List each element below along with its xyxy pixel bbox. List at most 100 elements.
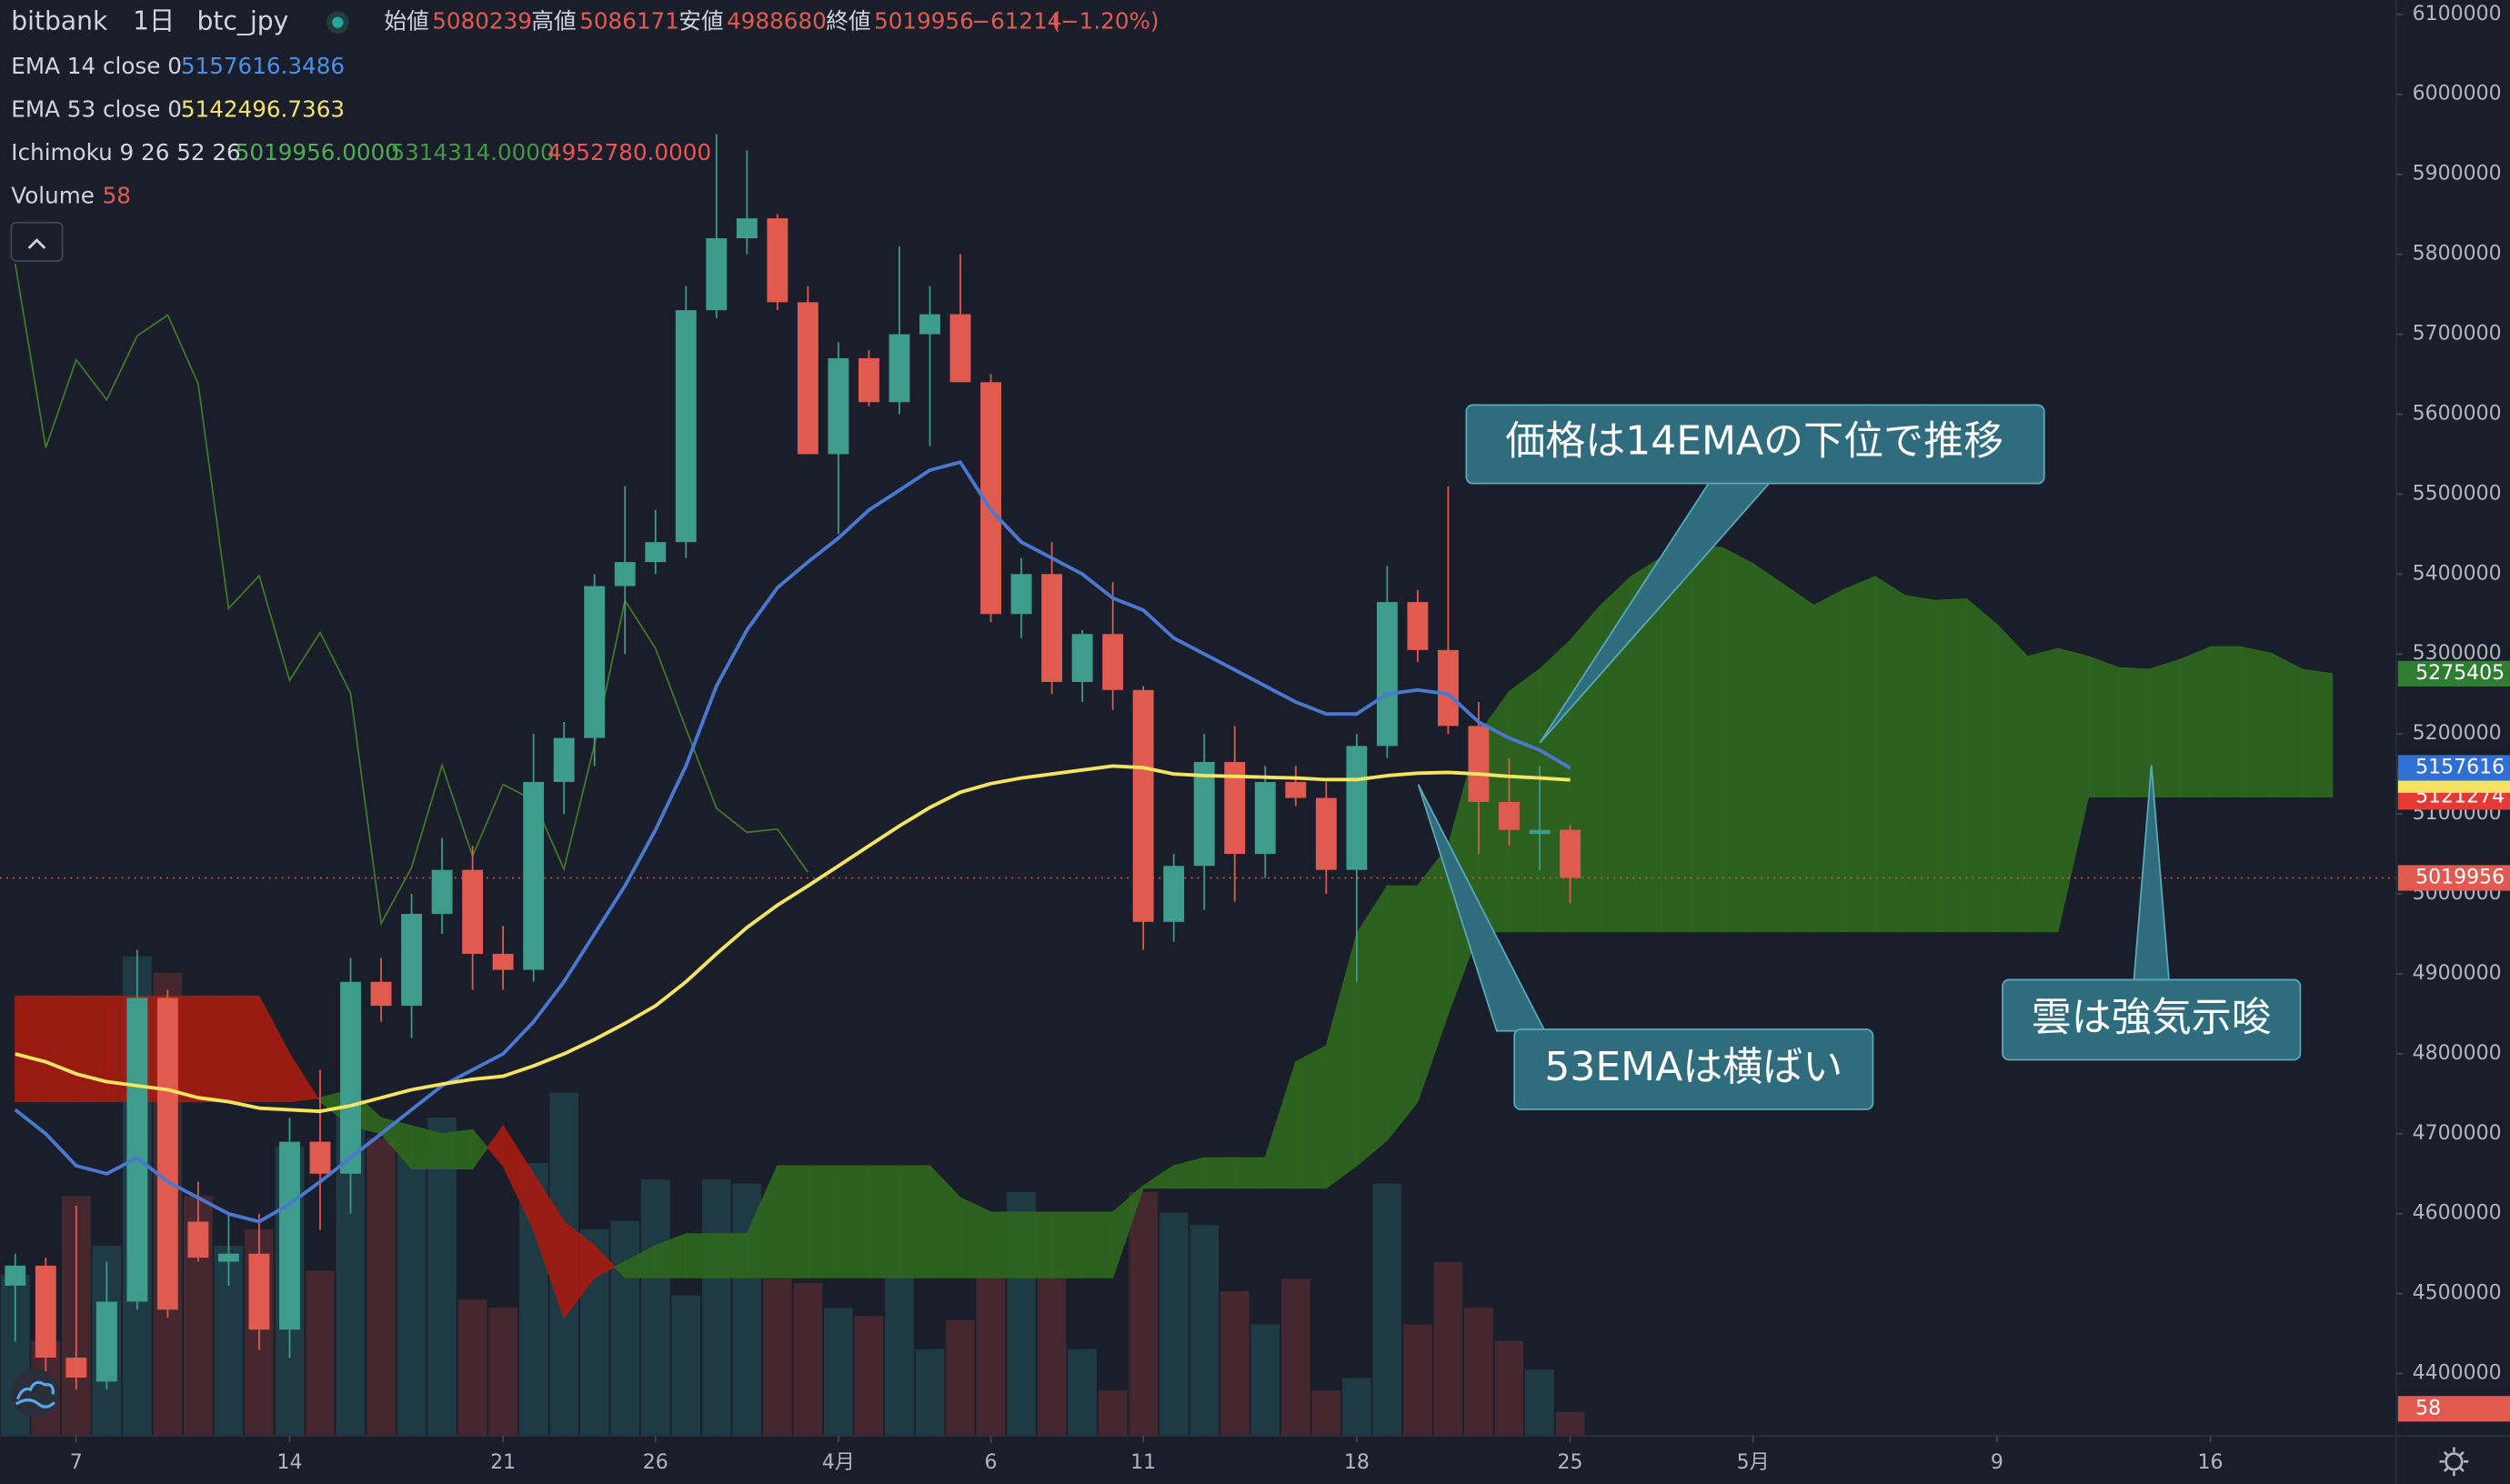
candle-body: [309, 1141, 331, 1174]
logo[interactable]: [11, 1369, 60, 1418]
candle-body: [858, 357, 879, 403]
cloud-segment: [1569, 604, 1601, 933]
legend-value: 5314314.0000: [390, 139, 554, 165]
gear-ring[interactable]: [2445, 1452, 2464, 1471]
legend-value: 5019956.0000: [236, 139, 399, 165]
y-tick-label: 6000000: [2413, 83, 2502, 105]
candle-body: [1193, 761, 1215, 867]
candle-body: [340, 981, 361, 1174]
cloud-segment: [1539, 639, 1571, 933]
cloud-segment: [1752, 562, 1784, 933]
change: −61214: [971, 8, 1061, 35]
ohlc-value: 5019956: [874, 8, 974, 35]
volume-bar: [1129, 1191, 1159, 1437]
candle-body: [1010, 574, 1032, 615]
cloud-segment: [1356, 884, 1388, 1168]
cloud-segment: [288, 1052, 319, 1103]
candle-body: [1529, 829, 1551, 835]
candle-body: [1102, 634, 1124, 690]
legend-name: Volume: [11, 183, 95, 209]
collapse-button[interactable]: [10, 221, 64, 262]
ohlc-label: 高値: [531, 8, 576, 35]
cloud-segment: [227, 996, 260, 1103]
volume-bar: [1525, 1369, 1554, 1437]
logo-icon[interactable]: [15, 1380, 55, 1409]
candle-body: [523, 781, 545, 970]
candle-body: [1560, 829, 1581, 878]
y-tick-label: 4700000: [2413, 1122, 2502, 1145]
legend-value: 5142496.7363: [181, 95, 345, 122]
volume-bar: [1190, 1225, 1220, 1437]
volume-bar: [1250, 1324, 1280, 1437]
volume-bar: [1555, 1411, 1585, 1437]
cloud-segment: [1965, 597, 1998, 933]
cloud-segment: [1904, 595, 1937, 933]
candle-body: [1437, 649, 1459, 727]
cloud-segment: [441, 1128, 474, 1170]
candle-body: [1224, 761, 1246, 855]
candle-body: [1041, 574, 1063, 683]
cloud-segment: [1081, 1211, 1114, 1278]
volume-bar: [1311, 1390, 1341, 1437]
cloud-segment: [1051, 1211, 1083, 1278]
gear-teeth[interactable]: [2439, 1447, 2469, 1477]
candle-body: [828, 357, 849, 455]
volume-bar: [1464, 1308, 1493, 1437]
cloud-segment: [1935, 598, 1967, 933]
cloud-segment: [2240, 646, 2273, 797]
chevron-icon[interactable]: [27, 238, 46, 249]
cloud-segment: [1386, 885, 1419, 1142]
cloud-segment: [594, 1244, 616, 1278]
status-dot: [332, 16, 344, 28]
candle-body: [431, 869, 453, 915]
callout-text: 雲は強気示唆: [2032, 994, 2272, 1040]
candle-body: [1407, 602, 1429, 650]
settings-gear[interactable]: [2439, 1447, 2469, 1477]
price-badge: [2397, 660, 2510, 687]
callout-box: [1513, 1028, 1874, 1110]
ohlc-label: 始値: [384, 8, 428, 35]
cloud-segment: [2209, 646, 2242, 797]
cloud-segment: [2148, 658, 2181, 797]
candle-body: [156, 998, 178, 1310]
logo-circle[interactable]: [11, 1369, 60, 1418]
legend-value: 5157616.3486: [181, 53, 345, 79]
volume-bar: [1159, 1212, 1189, 1437]
y-tick-label: 4800000: [2413, 1042, 2502, 1065]
ticker: btc_jpy: [197, 6, 289, 36]
cloud-segment: [807, 1165, 839, 1278]
exchange: bitbank: [11, 6, 108, 36]
cloud-segment: [1295, 1045, 1327, 1189]
cloud-segment: [2271, 652, 2303, 797]
candle-body: [1254, 781, 1276, 855]
candle-body: [889, 334, 910, 403]
candle-body: [706, 238, 728, 311]
callout-text: 53EMAは横ばい: [1544, 1044, 1842, 1090]
candle-body: [767, 218, 788, 303]
cloud-segment: [1203, 1157, 1236, 1189]
candle-body: [1285, 781, 1307, 798]
candle-body: [1346, 746, 1368, 870]
candle-body: [584, 586, 606, 738]
y-tick-label: 5800000: [2413, 243, 2502, 266]
cloud-segment: [2026, 647, 2059, 933]
volume-bar: [1433, 1262, 1463, 1437]
volume-bar: [824, 1308, 853, 1437]
candle-body: [126, 998, 148, 1302]
volume-bar: [763, 1278, 792, 1437]
x-tick-label: 26: [643, 1451, 668, 1474]
candle-body: [553, 737, 575, 782]
candle-body: [1468, 726, 1490, 802]
ohlc-label: 終値: [826, 8, 870, 35]
candle-body: [675, 310, 697, 543]
candle-body: [401, 914, 423, 1007]
candle-body: [187, 1221, 209, 1258]
candle-body: [462, 869, 484, 954]
legend-value: 58: [103, 183, 131, 209]
x-tick-label: 7: [70, 1451, 83, 1474]
x-tick-label: 5月: [1737, 1451, 1770, 1474]
volume-bar: [1372, 1183, 1402, 1437]
callout-box: [2002, 978, 2302, 1061]
volume-bar: [1494, 1340, 1524, 1437]
volume-bar: [366, 1138, 396, 1437]
